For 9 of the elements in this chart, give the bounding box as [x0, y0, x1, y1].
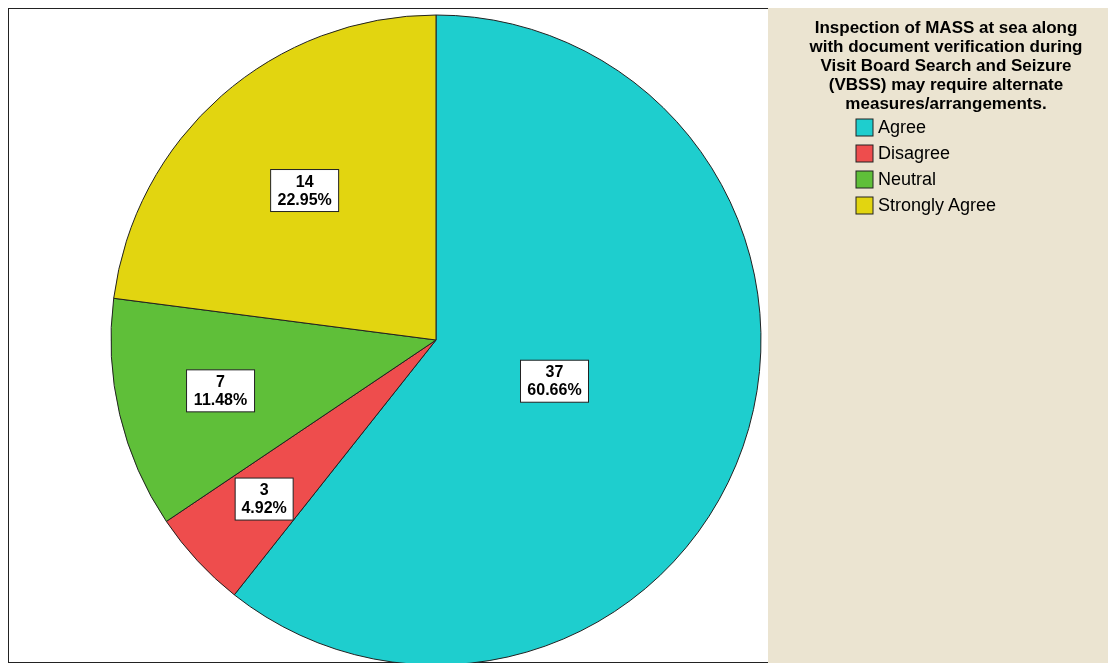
legend-label: Strongly Agree: [878, 195, 997, 215]
legend-label: Disagree: [878, 143, 951, 163]
legend-title: Inspection of MASS at sea along with document verification during Visit Board Search and Seizure (VBSS) may require alternate measures/arrangements.: [808, 18, 1083, 113]
data-label: 3 4.92%: [241, 481, 287, 517]
data-label: 14 22.95%: [277, 172, 332, 208]
data-label: 7 11.48%: [193, 372, 248, 408]
legend-label: Agree: [878, 117, 927, 137]
data-label: 37 60.66%: [527, 363, 582, 399]
legend-label: Neutral: [878, 169, 937, 189]
